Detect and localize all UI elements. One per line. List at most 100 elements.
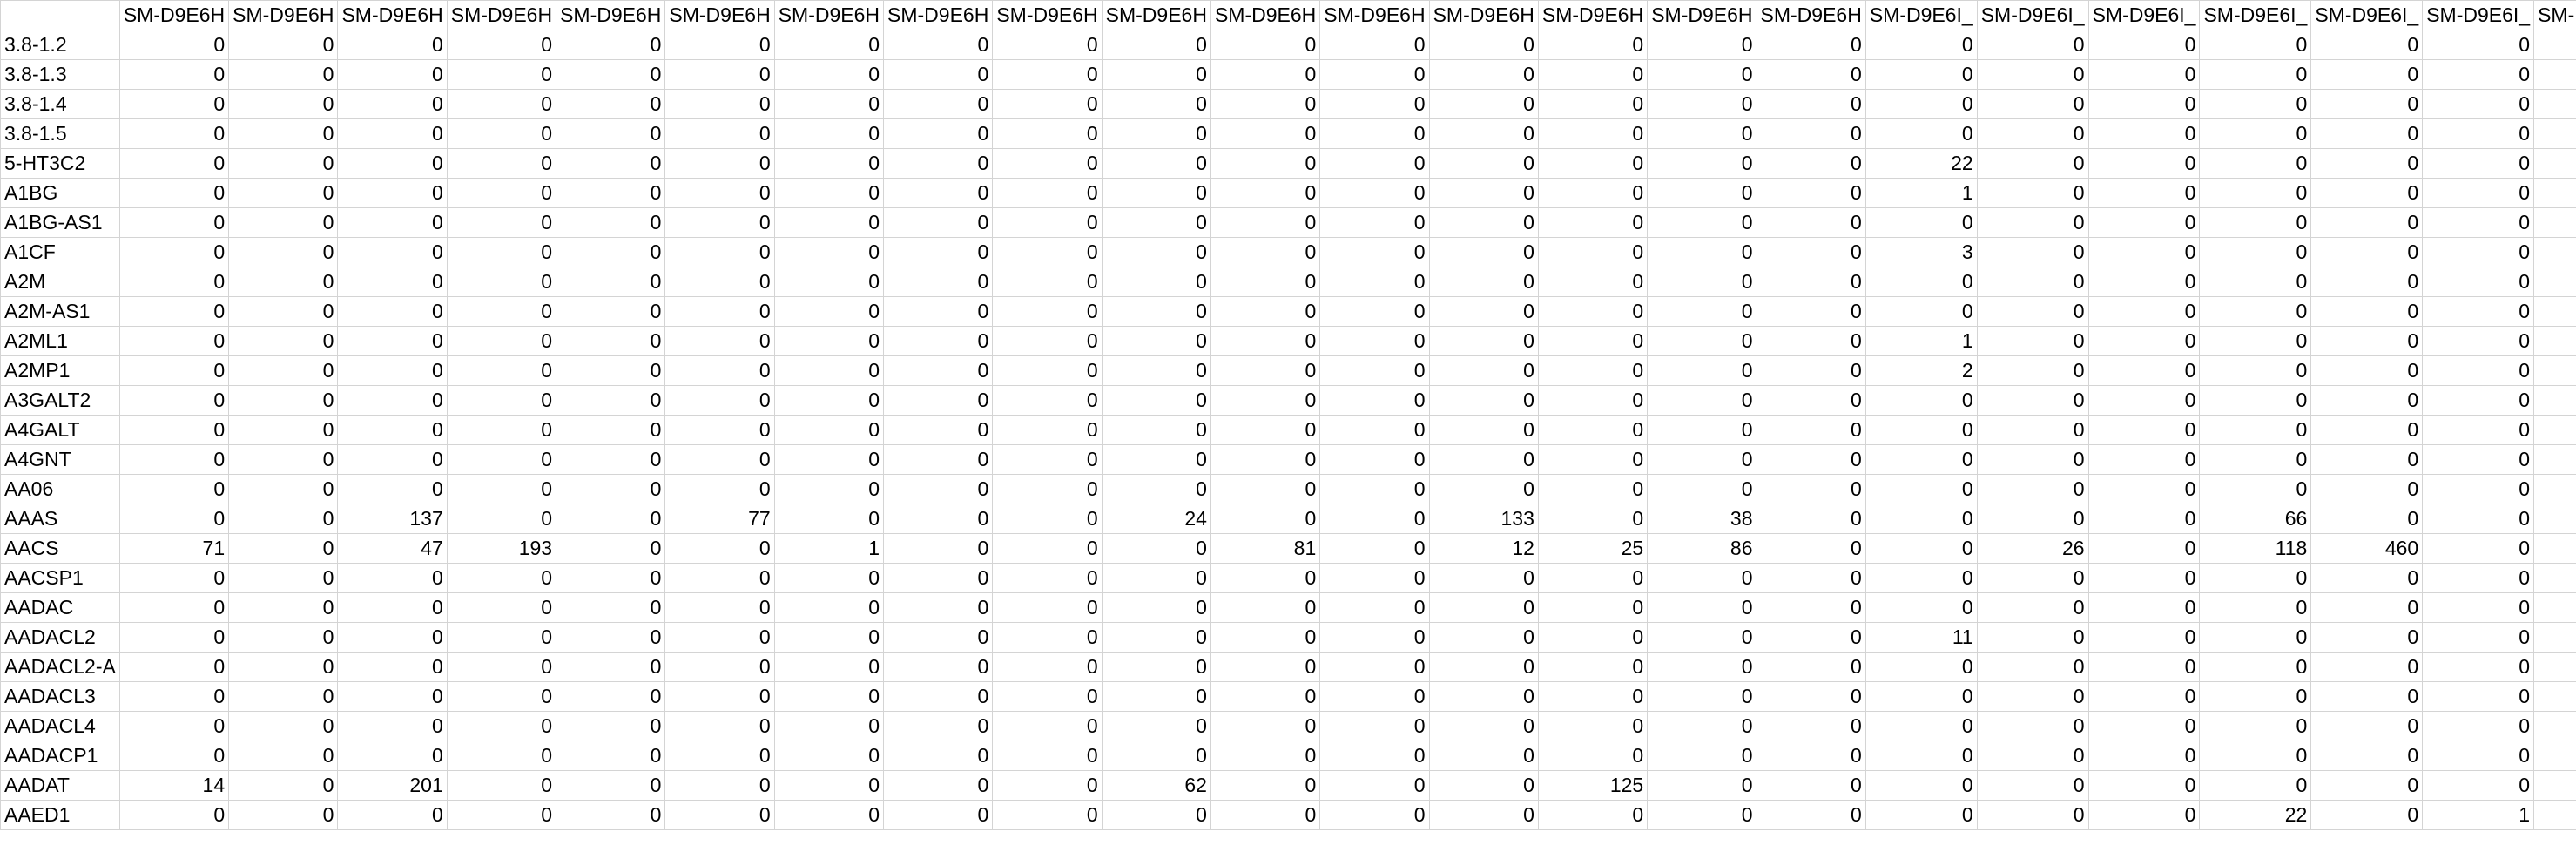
gene-name-cell[interactable]: AADACL2 bbox=[0, 622, 120, 653]
count-cell[interactable]: 0 bbox=[337, 59, 448, 90]
count-cell[interactable]: 0 bbox=[1537, 89, 1649, 119]
count-cell[interactable]: 38 bbox=[1647, 504, 1757, 534]
count-cell[interactable]: 0 bbox=[2422, 296, 2535, 327]
count-cell[interactable]: 0 bbox=[118, 563, 230, 593]
count-cell[interactable]: 0 bbox=[2422, 355, 2535, 386]
count-cell[interactable]: 0 bbox=[664, 178, 775, 208]
count-cell[interactable]: 0 bbox=[1101, 741, 1211, 771]
count-cell[interactable]: 0 bbox=[337, 355, 448, 386]
count-cell[interactable]: 0 bbox=[446, 415, 557, 445]
count-cell[interactable]: 0 bbox=[664, 711, 775, 741]
count-cell[interactable]: 0 bbox=[773, 355, 885, 386]
count-cell[interactable]: 0 bbox=[1647, 207, 1757, 238]
count-cell[interactable]: 0 bbox=[1865, 89, 1978, 119]
count-cell[interactable]: 0 bbox=[1428, 267, 1539, 297]
count-cell[interactable]: 0 bbox=[1537, 237, 1649, 267]
count-cell[interactable]: 0 bbox=[1537, 800, 1649, 830]
count-cell[interactable]: 0 bbox=[1976, 444, 2089, 475]
count-cell[interactable]: 0 bbox=[1210, 563, 1321, 593]
count-cell[interactable]: 0 bbox=[446, 207, 557, 238]
count-cell[interactable]: 0 bbox=[1976, 741, 2089, 771]
count-cell[interactable]: 0 bbox=[446, 237, 557, 267]
count-cell[interactable]: 0 bbox=[228, 385, 339, 416]
count-cell[interactable]: 0 bbox=[773, 178, 885, 208]
count-cell[interactable]: 0 bbox=[1428, 800, 1539, 830]
count-cell[interactable]: 0 bbox=[337, 385, 448, 416]
count-cell[interactable]: 0 bbox=[2087, 207, 2201, 238]
count-cell[interactable]: 0 bbox=[1101, 355, 1211, 386]
count-cell[interactable]: 1 bbox=[1865, 178, 1978, 208]
count-cell[interactable]: 0 bbox=[1428, 178, 1539, 208]
count-cell[interactable]: 0 bbox=[2087, 474, 2201, 504]
count-cell[interactable]: 0 bbox=[337, 326, 448, 356]
count-cell[interactable]: 0 bbox=[1756, 711, 1866, 741]
count-cell[interactable]: 0 bbox=[664, 326, 775, 356]
count-cell[interactable]: 0 bbox=[1647, 474, 1757, 504]
count-cell[interactable]: 0 bbox=[2087, 237, 2201, 267]
count-cell[interactable]: 0 bbox=[2199, 681, 2312, 712]
count-cell[interactable]: 0 bbox=[883, 770, 994, 801]
count-cell[interactable]: 0 bbox=[1319, 622, 1430, 653]
count-cell[interactable]: 0 bbox=[883, 533, 994, 564]
count-cell[interactable]: 0 bbox=[773, 118, 885, 149]
count-cell[interactable]: 0 bbox=[2422, 474, 2535, 504]
count-cell[interactable]: 0 bbox=[1101, 30, 1211, 60]
count-cell[interactable]: 0 bbox=[228, 741, 339, 771]
count-cell[interactable]: 0 bbox=[556, 267, 666, 297]
count-cell[interactable]: 0 bbox=[1210, 652, 1321, 682]
count-cell[interactable]: 0 bbox=[228, 89, 339, 119]
count-cell[interactable]: 0 bbox=[228, 267, 339, 297]
count-cell[interactable]: 0 bbox=[2310, 207, 2424, 238]
count-cell[interactable]: 0 bbox=[556, 533, 666, 564]
count-cell[interactable]: 0 bbox=[1865, 800, 1978, 830]
count-cell[interactable]: 0 bbox=[1537, 118, 1649, 149]
count-cell[interactable]: 0 bbox=[228, 533, 339, 564]
count-cell[interactable]: 0 bbox=[1101, 178, 1211, 208]
count-cell[interactable]: 0 bbox=[1101, 681, 1211, 712]
count-cell[interactable]: 0 bbox=[664, 118, 775, 149]
count-cell[interactable]: 0 bbox=[2310, 178, 2424, 208]
column-header-cell[interactable]: SM-D9E6H bbox=[992, 0, 1103, 30]
count-cell[interactable]: 0 bbox=[556, 415, 666, 445]
count-cell[interactable]: 0 bbox=[2087, 741, 2201, 771]
count-cell[interactable]: 0 bbox=[2199, 652, 2312, 682]
count-cell[interactable]: 0 bbox=[664, 474, 775, 504]
count-cell[interactable]: 0 bbox=[2422, 178, 2535, 208]
count-cell[interactable]: 0 bbox=[228, 118, 339, 149]
gene-name-cell[interactable]: AADAC bbox=[0, 592, 120, 623]
count-cell[interactable]: 0 bbox=[2310, 592, 2424, 623]
count-cell[interactable]: 0 bbox=[1756, 533, 1866, 564]
count-cell[interactable]: 0 bbox=[2199, 30, 2312, 60]
count-cell[interactable]: 0 bbox=[2087, 563, 2201, 593]
count-cell[interactable]: 0 bbox=[228, 30, 339, 60]
count-cell[interactable]: 0 bbox=[2422, 711, 2535, 741]
count-cell[interactable]: 0 bbox=[2422, 267, 2535, 297]
count-cell[interactable]: 0 bbox=[2199, 59, 2312, 90]
gene-name-cell[interactable]: AACS bbox=[0, 533, 120, 564]
count-cell[interactable]: 0 bbox=[992, 59, 1103, 90]
count-cell[interactable]: 0 bbox=[1647, 296, 1757, 327]
count-cell[interactable]: 0 bbox=[664, 59, 775, 90]
count-cell[interactable]: 0 bbox=[2310, 770, 2424, 801]
count-cell[interactable]: 0 bbox=[1756, 355, 1866, 386]
count-cell[interactable]: 0 bbox=[1101, 89, 1211, 119]
count-cell[interactable]: 0 bbox=[1756, 741, 1866, 771]
count-cell[interactable]: 0 bbox=[664, 681, 775, 712]
count-cell[interactable]: 0 bbox=[1976, 622, 2089, 653]
count-cell[interactable]: 0 bbox=[2087, 89, 2201, 119]
column-header-cell[interactable]: SM-D9E6H bbox=[883, 0, 994, 30]
count-cell[interactable]: 0 bbox=[1101, 237, 1211, 267]
gene-name-cell[interactable]: A2MP1 bbox=[0, 355, 120, 386]
count-cell[interactable]: 0 bbox=[2533, 622, 2576, 653]
count-cell[interactable]: 0 bbox=[1101, 118, 1211, 149]
count-cell[interactable]: 0 bbox=[1319, 652, 1430, 682]
count-cell[interactable]: 0 bbox=[664, 622, 775, 653]
count-cell[interactable]: 0 bbox=[556, 711, 666, 741]
column-header-cell[interactable]: SM-D9E6I_ bbox=[2533, 0, 2576, 30]
count-cell[interactable]: 0 bbox=[1319, 770, 1430, 801]
count-cell[interactable]: 0 bbox=[2087, 681, 2201, 712]
count-cell[interactable]: 0 bbox=[1210, 355, 1321, 386]
count-cell[interactable]: 0 bbox=[118, 118, 230, 149]
count-cell[interactable]: 0 bbox=[2533, 563, 2576, 593]
count-cell[interactable]: 0 bbox=[2533, 800, 2576, 830]
